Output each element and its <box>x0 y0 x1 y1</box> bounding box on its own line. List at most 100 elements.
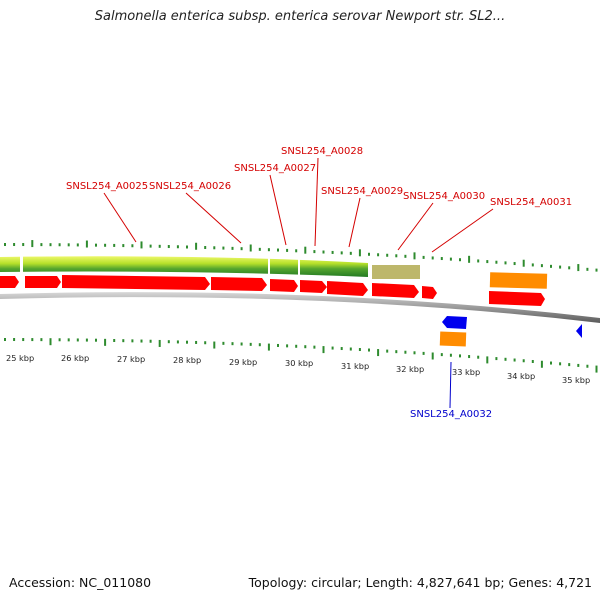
tick-mark <box>267 248 270 252</box>
scale-label: 30 kbp <box>285 358 313 368</box>
tick-mark <box>186 245 188 249</box>
scale-label: 33 kbp <box>452 367 480 377</box>
tick-mark <box>386 253 389 257</box>
reverse-cds-arrow[interactable] <box>576 324 582 338</box>
scale-label: 26 kbp <box>61 353 89 363</box>
tick-mark <box>431 352 434 360</box>
tick-mark <box>486 260 489 264</box>
gene-label[interactable]: SNSL254_A0029 <box>321 186 403 197</box>
cds-arrow[interactable] <box>489 291 545 306</box>
tick-mark <box>577 264 580 272</box>
cds-arrow[interactable] <box>372 283 419 298</box>
cds-arrow[interactable] <box>0 276 19 288</box>
tick-mark <box>213 246 216 250</box>
tick-mark <box>49 338 52 346</box>
tick-mark <box>67 243 70 247</box>
tick-mark <box>331 346 334 350</box>
tick-mark <box>431 256 434 260</box>
tick-mark <box>331 250 334 254</box>
cds-arrow[interactable] <box>300 280 327 293</box>
tick-mark <box>40 338 43 342</box>
gc-content-band <box>0 254 368 277</box>
tick-mark <box>550 361 552 365</box>
gene-label[interactable]: SNSL254_A0031 <box>490 197 572 208</box>
tick-mark <box>531 359 534 363</box>
tick-mark <box>231 342 234 346</box>
cds-arrow[interactable] <box>211 277 267 291</box>
scale-label: 35 kbp <box>562 375 590 385</box>
tick-mark <box>468 255 471 263</box>
inner-tick-ring <box>4 338 598 373</box>
tick-mark <box>113 243 116 247</box>
gene-label[interactable]: SNSL254_A0030 <box>403 191 485 202</box>
rna-feature[interactable] <box>489 272 548 289</box>
forward-cds-track <box>0 275 545 306</box>
tick-mark <box>486 356 489 364</box>
tick-mark <box>395 350 398 354</box>
tick-mark <box>386 349 389 353</box>
cds-arrow[interactable] <box>62 275 210 290</box>
gene-label[interactable]: SNSL254_A0027 <box>234 163 316 174</box>
tick-mark <box>195 242 198 250</box>
leader-line <box>314 157 319 247</box>
tick-mark <box>122 244 125 248</box>
tick-mark <box>404 350 407 354</box>
tick-mark <box>31 338 34 342</box>
cds-arrow[interactable] <box>327 281 368 296</box>
tick-mark <box>313 345 316 349</box>
tick-mark <box>40 243 43 247</box>
gene-label[interactable]: SNSL254_A0028 <box>281 146 363 157</box>
cds-arrow[interactable] <box>25 276 61 288</box>
tick-mark <box>513 262 516 266</box>
tick-mark <box>586 364 589 368</box>
tick-mark <box>468 355 471 359</box>
leader-line <box>397 202 434 251</box>
tick-mark <box>504 261 507 265</box>
rna-feature[interactable] <box>439 331 467 347</box>
tick-mark <box>295 249 298 253</box>
tick-mark <box>85 240 88 248</box>
tick-mark <box>267 343 270 351</box>
tick-mark <box>449 353 452 357</box>
scale-label: 28 kbp <box>173 355 201 365</box>
cds-arrow[interactable] <box>422 286 437 299</box>
tick-mark <box>540 264 543 268</box>
map-title: Salmonella enterica subsp. enterica sero… <box>94 9 506 24</box>
tick-mark <box>286 344 289 348</box>
gene-label[interactable]: SNSL254_A0026 <box>149 181 231 192</box>
gene-label[interactable]: SNSL254_A0032 <box>410 409 492 420</box>
tick-mark <box>13 243 16 247</box>
summary-text: Topology: circular; Length: 4,827,641 bp… <box>248 575 592 590</box>
tick-mark <box>422 351 425 355</box>
tick-mark <box>22 243 25 247</box>
tick-mark <box>595 268 598 272</box>
tick-mark <box>249 244 252 252</box>
tick-mark <box>422 255 425 259</box>
tick-mark <box>304 345 307 349</box>
tick-mark <box>231 246 234 250</box>
tick-mark <box>504 357 507 361</box>
tick-mark <box>404 254 407 258</box>
tick-mark <box>395 254 398 258</box>
tick-mark <box>167 340 170 344</box>
gene-label[interactable]: SNSL254_A0025 <box>66 181 148 192</box>
tick-mark <box>377 253 380 257</box>
tick-mark <box>586 267 589 271</box>
tick-mark <box>158 339 161 347</box>
tick-mark <box>550 264 552 268</box>
reverse-cds-arrow[interactable] <box>442 316 467 329</box>
tick-mark <box>204 341 207 345</box>
tick-mark <box>568 363 571 367</box>
tick-mark <box>322 250 325 254</box>
tick-mark <box>140 339 143 343</box>
scale-labels: 25 kbp 26 kbp 27 kbp 28 kbp 29 kbp 30 kbp 31 k… <box>6 353 590 385</box>
tick-mark <box>104 243 107 247</box>
tick-mark <box>340 251 343 255</box>
tick-mark <box>58 243 61 247</box>
tick-mark <box>4 338 6 342</box>
tick-mark <box>358 249 361 257</box>
tick-mark <box>531 263 534 267</box>
cds-arrow[interactable] <box>270 279 298 292</box>
tick-mark <box>349 347 352 351</box>
